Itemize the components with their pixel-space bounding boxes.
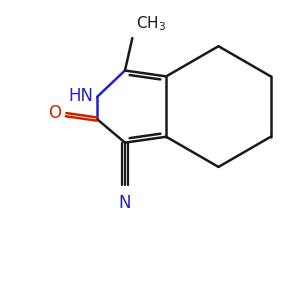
Text: CH$_3$: CH$_3$ <box>136 14 166 33</box>
Text: O: O <box>48 104 61 122</box>
Text: HN: HN <box>68 86 94 104</box>
Text: N: N <box>119 194 131 212</box>
